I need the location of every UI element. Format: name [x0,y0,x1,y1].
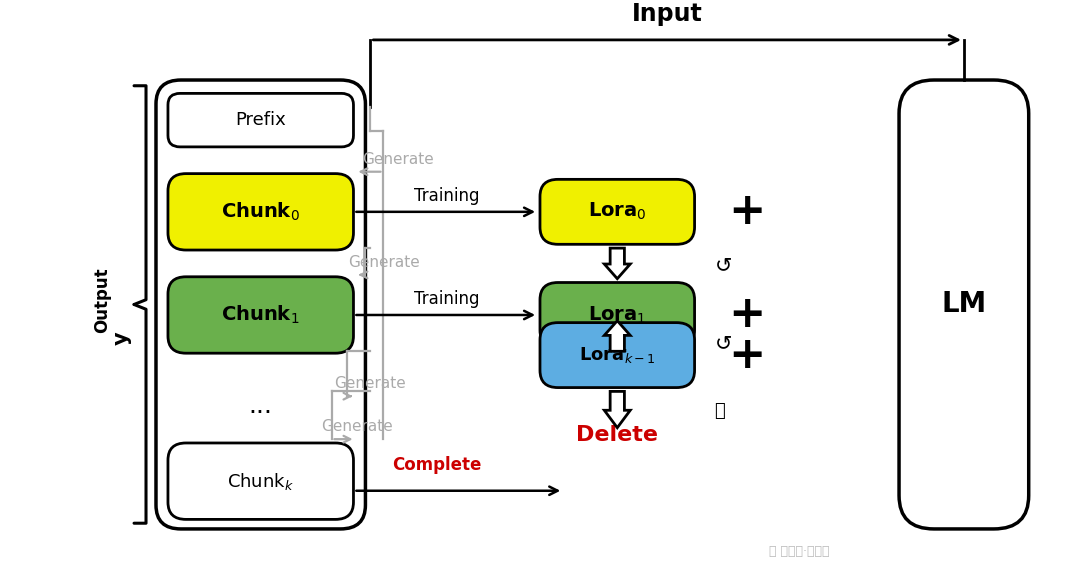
Text: ↺: ↺ [714,333,732,353]
Text: Generate: Generate [349,255,420,270]
FancyBboxPatch shape [168,443,354,520]
Text: Output: Output [93,267,111,332]
FancyBboxPatch shape [168,277,354,353]
Text: Prefix: Prefix [236,111,286,129]
Text: ...: ... [248,394,273,418]
Polygon shape [604,321,630,351]
Polygon shape [604,248,630,279]
Text: Training: Training [414,291,480,309]
Text: 🐧 公众号·量子位: 🐧 公众号·量子位 [769,545,829,559]
Text: ...: ... [605,332,629,357]
Text: 🗑: 🗑 [714,401,725,419]
Text: Complete: Complete [392,456,482,474]
FancyBboxPatch shape [540,282,695,347]
Text: Lora$_0$: Lora$_0$ [588,201,647,223]
Text: Chunk$_0$: Chunk$_0$ [222,201,301,223]
Text: Lora$_1$: Lora$_1$ [588,304,646,325]
Text: +: + [728,293,765,336]
Text: Generate: Generate [322,419,393,434]
Text: Delete: Delete [577,425,659,445]
Text: +: + [728,334,765,376]
FancyBboxPatch shape [899,80,1029,529]
FancyBboxPatch shape [168,93,354,147]
Polygon shape [604,392,630,427]
Text: Chunk$_1$: Chunk$_1$ [222,304,300,326]
FancyBboxPatch shape [540,179,695,244]
Text: Input: Input [632,2,702,26]
Text: $\mathbf{y}$: $\mathbf{y}$ [114,330,134,346]
Text: Chunk$_k$: Chunk$_k$ [227,471,294,492]
Text: ↺: ↺ [714,255,732,276]
Text: Training: Training [414,187,480,205]
FancyBboxPatch shape [540,322,695,387]
FancyBboxPatch shape [168,173,354,250]
Text: Generate: Generate [362,152,434,167]
Text: LM: LM [941,291,986,318]
Text: Generate: Generate [335,376,406,392]
Text: +: + [728,190,765,233]
Text: Lora$_{k-1}$: Lora$_{k-1}$ [579,345,656,365]
FancyBboxPatch shape [156,80,366,529]
